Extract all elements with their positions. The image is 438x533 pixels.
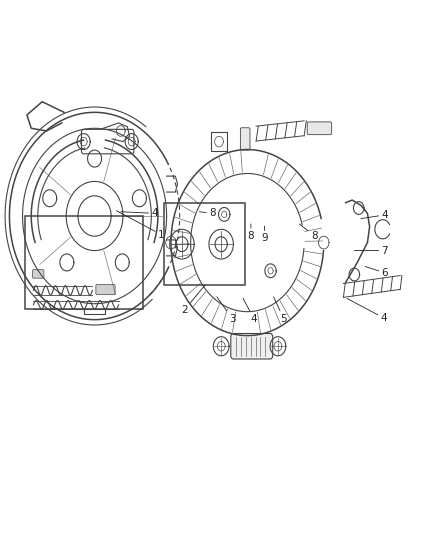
Text: 8: 8: [199, 208, 215, 219]
Text: 9: 9: [261, 226, 268, 244]
Text: 7: 7: [354, 246, 388, 255]
Text: 8: 8: [247, 224, 254, 241]
Text: 1: 1: [117, 211, 165, 240]
Text: 4: 4: [361, 210, 388, 220]
Text: 4: 4: [243, 298, 257, 324]
FancyBboxPatch shape: [231, 334, 273, 359]
FancyBboxPatch shape: [32, 270, 44, 278]
FancyBboxPatch shape: [240, 128, 250, 150]
Bar: [84, 308, 106, 314]
Bar: [25, 216, 143, 309]
FancyBboxPatch shape: [96, 285, 115, 295]
Bar: [164, 203, 245, 285]
Bar: [75, 297, 114, 309]
Bar: [211, 132, 227, 151]
Text: 5: 5: [274, 297, 287, 324]
Text: 2: 2: [181, 285, 205, 315]
Text: 4: 4: [121, 208, 158, 219]
Text: 8: 8: [299, 224, 318, 241]
FancyBboxPatch shape: [307, 122, 332, 135]
Text: 6: 6: [365, 266, 388, 278]
Text: 3: 3: [217, 297, 235, 324]
Text: 4: 4: [347, 298, 387, 323]
